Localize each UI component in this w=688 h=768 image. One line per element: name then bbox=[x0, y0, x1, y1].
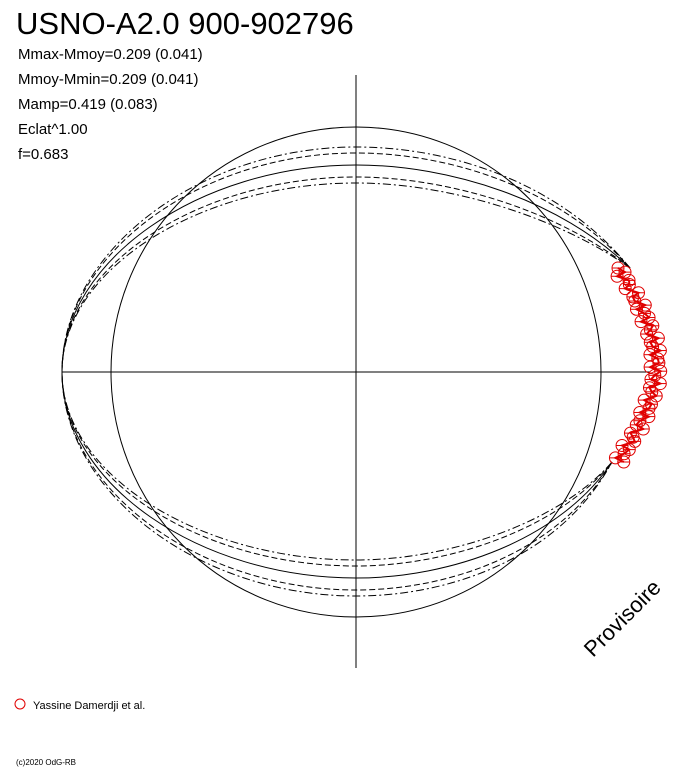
copyright: (c)2020 OdG-RB bbox=[16, 758, 76, 767]
stat-line: Mmax-Mmoy=0.209 (0.041) bbox=[18, 46, 203, 63]
stats: Mmax-Mmoy=0.209 (0.041) Mmoy-Mmin=0.209 (… bbox=[18, 46, 203, 163]
points bbox=[608, 261, 668, 469]
legend-label: Yassine Damerdji et al. bbox=[33, 700, 145, 712]
stat-line: Mmoy-Mmin=0.209 (0.041) bbox=[18, 71, 198, 88]
point-trend bbox=[613, 267, 663, 463]
stat-line: Eclat^1.00 bbox=[18, 121, 88, 138]
stat-line: Mamp=0.419 (0.083) bbox=[18, 96, 158, 113]
reference-circle bbox=[110, 126, 602, 618]
stat-line: f=0.683 bbox=[18, 146, 68, 163]
title: USNO-A2.0 900-902796 bbox=[16, 6, 354, 41]
legend-marker bbox=[14, 698, 26, 710]
watermark: Provisoire bbox=[579, 575, 666, 662]
model-curve bbox=[61, 152, 631, 591]
